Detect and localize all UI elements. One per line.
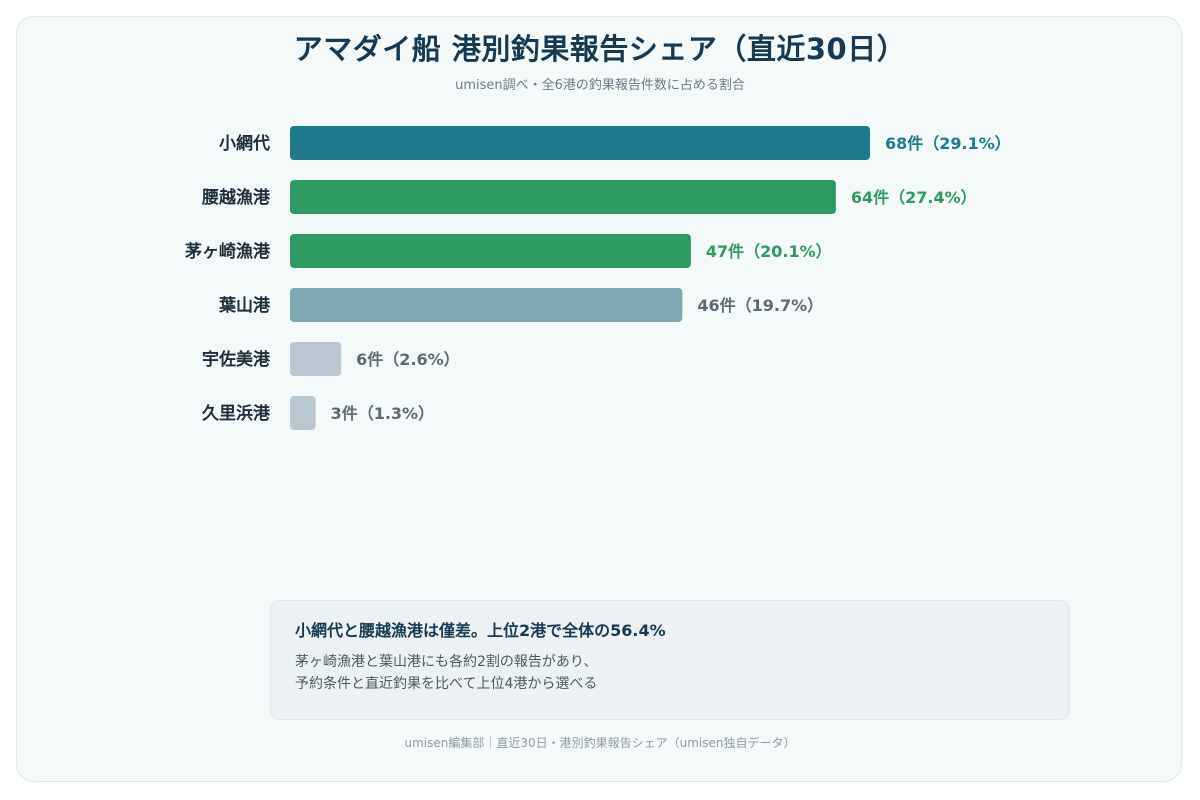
value-label: 46件（19.7%） (697, 296, 823, 315)
value-label: 68件（29.1%） (885, 134, 1011, 153)
category-label: 茅ヶ崎漁港 (185, 241, 271, 262)
callout-heading: 小網代と腰越漁港は僅差。上位2港で全体の56.4% (295, 621, 666, 640)
source-footer: umisen編集部｜直近30日・港別釣果報告シェア（umisen独自データ） (404, 736, 796, 750)
bar (290, 342, 342, 376)
category-label: 小網代 (219, 133, 270, 154)
bar (290, 126, 870, 160)
bar (290, 288, 683, 322)
chart-subtitle: umisen調べ・全6港の釣果報告件数に占める割合 (455, 78, 745, 93)
category-label: 久里浜港 (202, 403, 271, 424)
insight-callout: 小網代と腰越漁港は僅差。上位2港で全体の56.4% 茅ヶ崎漁港と葉山港にも各約2… (270, 600, 1070, 720)
callout-line-2: 予約条件と直近釣果を比べて上位4港から選べる (295, 676, 598, 692)
bar (290, 396, 316, 430)
value-label: 6件（2.6%） (356, 350, 460, 369)
bar-chart: 小網代 68件（29.1%） 腰越漁港 64件（27.4%） 茅ヶ崎漁港 47件（20.1… (185, 126, 1011, 430)
value-label: 47件（20.1%） (706, 242, 832, 261)
bar (290, 180, 836, 214)
category-label: 宇佐美港 (202, 349, 271, 370)
value-label: 64件（27.4%） (851, 188, 977, 207)
category-label: 腰越漁港 (202, 187, 271, 208)
bar (290, 234, 691, 268)
value-label: 3件（1.3%） (331, 404, 435, 423)
chart-title: アマダイ船 港別釣果報告シェア（直近30日） (293, 32, 907, 66)
callout-line-1: 茅ヶ崎漁港と葉山港にも各約2割の報告があり、 (295, 654, 598, 670)
category-label: 葉山港 (218, 295, 271, 316)
